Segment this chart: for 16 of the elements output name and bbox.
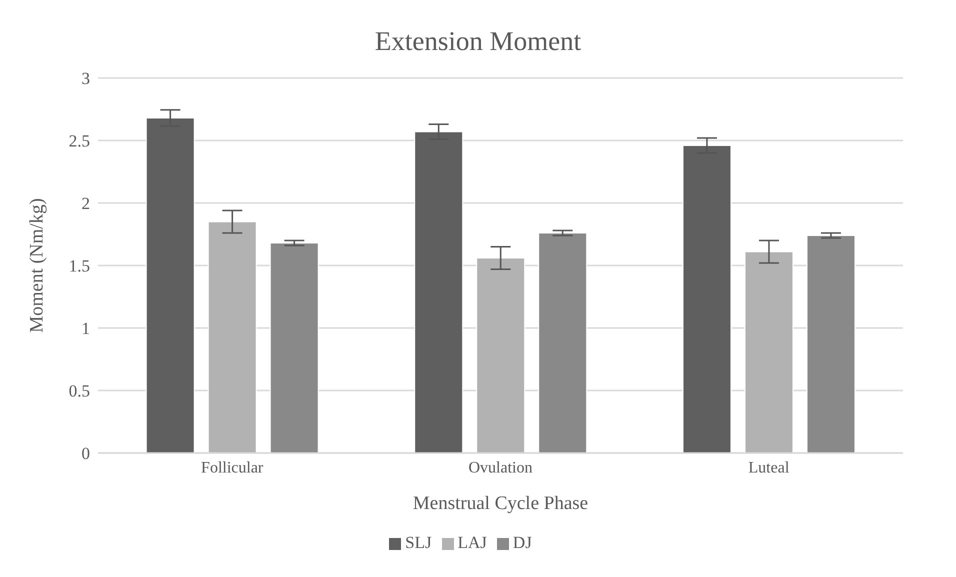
y-tick-label: 0 <box>82 444 90 464</box>
x-tick-label: Luteal <box>748 459 790 476</box>
y-tick-label: 1.5 <box>68 256 90 276</box>
y-tick-label: 0.5 <box>68 382 90 401</box>
chart-title: Extension Moment <box>374 25 582 58</box>
y-axis-title: Moment (Nm/kg) <box>26 198 48 333</box>
y-tick-label: 1 <box>82 319 90 338</box>
y-tick-label: 3 <box>82 69 90 88</box>
legend-label: SLJ <box>405 533 432 552</box>
legend-label: LAJ <box>458 533 487 552</box>
x-axis-title: Menstrual Cycle Phase <box>412 493 588 514</box>
legend-label: DJ <box>512 533 532 552</box>
y-tick-label: 2 <box>82 194 90 214</box>
y-tick-label: 2.5 <box>68 132 90 151</box>
x-tick-label: Ovulation <box>468 459 532 476</box>
x-tick-label: Follicular <box>201 459 264 476</box>
